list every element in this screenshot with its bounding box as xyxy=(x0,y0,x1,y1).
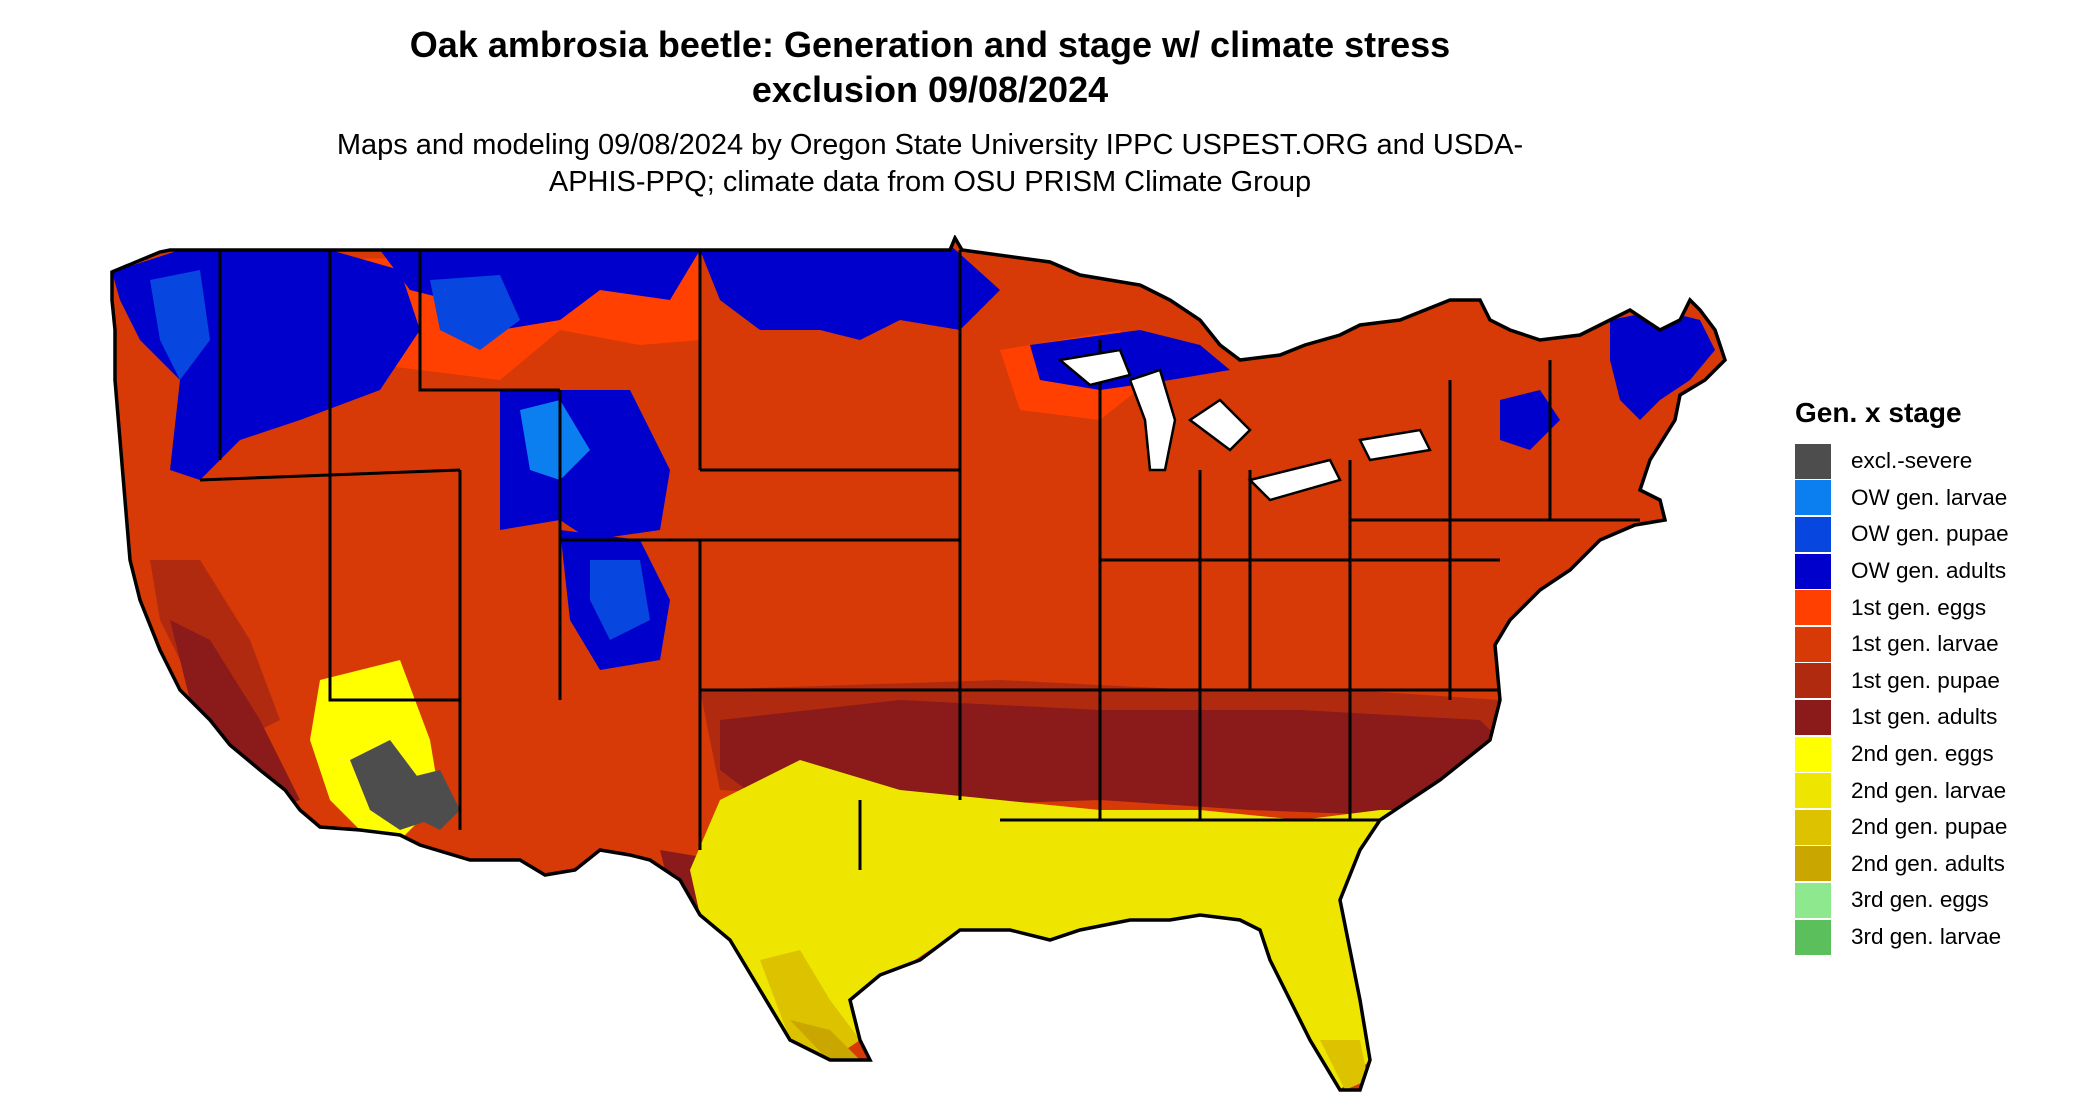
legend-item: OW gen. adults xyxy=(1795,553,2009,590)
legend-item: excl.-severe xyxy=(1795,443,2009,480)
legend-label: 1st gen. adults xyxy=(1851,704,1998,730)
us-generation-stage-map xyxy=(110,235,1728,1112)
legend-swatch xyxy=(1795,516,1831,552)
legend-swatch xyxy=(1795,882,1831,918)
lake xyxy=(1247,458,1342,502)
state-boundary xyxy=(199,468,461,482)
map-subtitle: Maps and modeling 09/08/2024 by Oregon S… xyxy=(336,129,1524,198)
lake xyxy=(1187,398,1252,452)
legend-label: OW gen. pupae xyxy=(1851,521,2009,547)
zone-excl-severe xyxy=(350,740,430,830)
legend-swatch xyxy=(1795,553,1831,589)
legend-title: Gen. x stage xyxy=(1795,397,1962,428)
legend-item: 1st gen. adults xyxy=(1795,699,2009,736)
legend-item: 1st gen. eggs xyxy=(1795,589,2009,626)
legend-swatch xyxy=(1795,919,1831,955)
legend-label: 1st gen. larvae xyxy=(1851,631,1999,657)
legend-item: 2nd gen. adults xyxy=(1795,846,2009,883)
map-title: Oak ambrosia beetle: Generation and stag… xyxy=(409,24,1451,110)
legend-swatch xyxy=(1795,663,1831,699)
zone-ow-adults-minnesota xyxy=(700,245,1000,340)
zone-2nd-pupae-fl xyxy=(1320,1040,1368,1090)
legend-swatch xyxy=(1795,443,1831,479)
state-boundary xyxy=(418,250,560,392)
legend-item: OW gen. pupae xyxy=(1795,516,2009,553)
legend-item: OW gen. larvae xyxy=(1795,480,2009,517)
zone-ow-pupae-cascades xyxy=(150,270,210,380)
legend-label: 2nd gen. larvae xyxy=(1851,777,2007,803)
state-boundary xyxy=(328,470,460,702)
lake xyxy=(1128,368,1177,472)
zone-ow-larvae-rockies xyxy=(520,400,590,480)
map-legend: Gen. x stage excl.-severe OW gen. larvae O… xyxy=(1795,397,2009,955)
legend-label: 1st gen. pupae xyxy=(1851,667,2000,693)
legend-swatch xyxy=(1795,809,1831,845)
legend-label: OW gen. larvae xyxy=(1851,484,2008,510)
zone-2nd-pupae-tx xyxy=(760,950,860,1060)
zone-2nd-adults-tx xyxy=(790,1020,860,1062)
legend-label: 2nd gen. pupae xyxy=(1851,814,2008,840)
zone-excl-severe-2 xyxy=(400,770,460,830)
zone-ow-adults-idaho xyxy=(380,250,700,330)
legend-label: 3rd gen. eggs xyxy=(1851,887,1989,913)
legend-item: 3rd gen. eggs xyxy=(1795,882,2009,919)
legend-label: excl.-severe xyxy=(1851,448,1973,474)
legend-label: 2nd gen. adults xyxy=(1851,850,2005,876)
legend-swatch xyxy=(1795,846,1831,882)
legend-swatch xyxy=(1795,773,1831,809)
legend-item: 1st gen. pupae xyxy=(1795,663,2009,700)
zone-3rd-eggs-keys xyxy=(1290,1095,1330,1112)
zone-ow-adults-ny xyxy=(1500,390,1560,450)
legend-swatch xyxy=(1795,736,1831,772)
zone-ow-pupae-idaho xyxy=(430,275,520,350)
legend-item: 1st gen. larvae xyxy=(1795,626,2009,663)
legend-label: 2nd gen. eggs xyxy=(1851,741,1994,767)
zone-3rd-larvae-keys xyxy=(1300,1100,1318,1110)
zone-ow-adults-maine xyxy=(1610,310,1715,420)
us-outline xyxy=(110,235,1728,1092)
legend-item: 2nd gen. eggs xyxy=(1795,736,2009,773)
legend-item: 3rd gen. larvae xyxy=(1795,919,2009,956)
zone-1st-adults-cal xyxy=(170,620,300,810)
lake xyxy=(1358,428,1432,462)
legend-label: OW gen. adults xyxy=(1851,558,2007,584)
legend-swatch xyxy=(1795,590,1831,626)
zone-1st-adults-south xyxy=(720,700,1500,815)
legend-label: 3rd gen. larvae xyxy=(1851,924,2002,950)
lake xyxy=(1057,348,1132,387)
legend-swatch xyxy=(1795,626,1831,662)
legend-item: 2nd gen. larvae xyxy=(1795,772,2009,809)
zone-ow-pupae-colorado xyxy=(590,560,650,640)
legend-label: 1st gen. eggs xyxy=(1851,594,1987,620)
legend-item: 2nd gen. pupae xyxy=(1795,809,2009,846)
legend-swatch xyxy=(1795,699,1831,735)
zone-2nd-larvae-south xyxy=(690,760,1420,1090)
legend-swatch xyxy=(1795,480,1831,516)
